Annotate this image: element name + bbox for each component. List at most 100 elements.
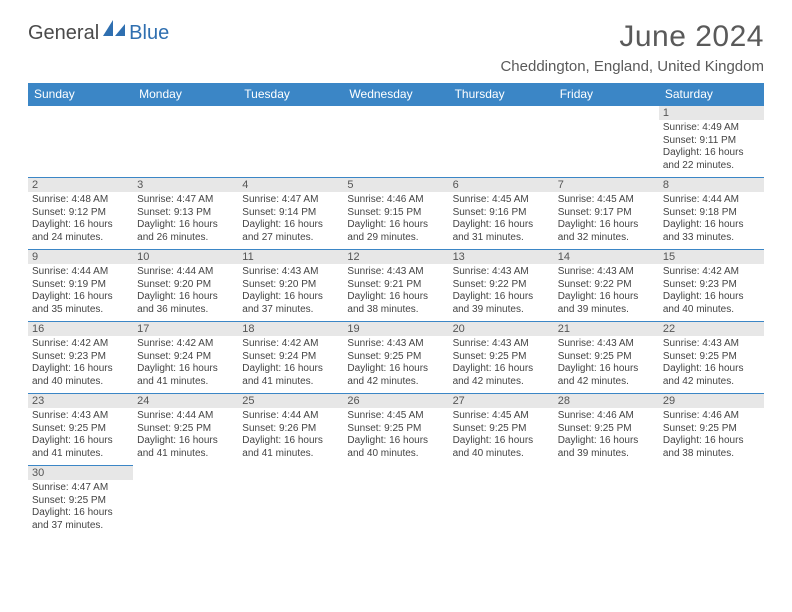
calendar-cell: 19Sunrise: 4:43 AMSunset: 9:25 PMDayligh… [343, 322, 448, 394]
daylight-line: Daylight: 16 hours and 37 minutes. [242, 291, 339, 316]
sunrise-line: Sunrise: 4:44 AM [137, 266, 234, 279]
sunset-line: Sunset: 9:25 PM [663, 423, 760, 436]
day-details: Sunrise: 4:46 AMSunset: 9:15 PMDaylight:… [343, 193, 448, 246]
sunset-line: Sunset: 9:23 PM [663, 279, 760, 292]
calendar-cell [554, 466, 659, 538]
calendar-cell: 13Sunrise: 4:43 AMSunset: 9:22 PMDayligh… [449, 250, 554, 322]
weekday-header: Tuesday [238, 83, 343, 106]
calendar-cell: 7Sunrise: 4:45 AMSunset: 9:17 PMDaylight… [554, 178, 659, 250]
calendar-cell [343, 466, 448, 538]
daylight-line: Daylight: 16 hours and 38 minutes. [663, 435, 760, 460]
day-number: 4 [238, 178, 343, 192]
calendar-cell: 6Sunrise: 4:45 AMSunset: 9:16 PMDaylight… [449, 178, 554, 250]
sunrise-line: Sunrise: 4:43 AM [347, 266, 444, 279]
day-details: Sunrise: 4:43 AMSunset: 9:25 PMDaylight:… [449, 337, 554, 390]
sunset-line: Sunset: 9:19 PM [32, 279, 129, 292]
sunrise-line: Sunrise: 4:49 AM [663, 122, 760, 135]
sunset-line: Sunset: 9:22 PM [558, 279, 655, 292]
sunrise-line: Sunrise: 4:42 AM [663, 266, 760, 279]
calendar-cell: 3Sunrise: 4:47 AMSunset: 9:13 PMDaylight… [133, 178, 238, 250]
calendar-cell: 8Sunrise: 4:44 AMSunset: 9:18 PMDaylight… [659, 178, 764, 250]
day-details: Sunrise: 4:47 AMSunset: 9:25 PMDaylight:… [28, 481, 133, 534]
daylight-line: Daylight: 16 hours and 40 minutes. [663, 291, 760, 316]
day-number: 9 [28, 250, 133, 264]
day-details: Sunrise: 4:46 AMSunset: 9:25 PMDaylight:… [554, 409, 659, 462]
day-number: 17 [133, 322, 238, 336]
sunrise-line: Sunrise: 4:47 AM [32, 482, 129, 495]
daylight-line: Daylight: 16 hours and 40 minutes. [32, 363, 129, 388]
day-details: Sunrise: 4:43 AMSunset: 9:22 PMDaylight:… [449, 265, 554, 318]
calendar-cell: 9Sunrise: 4:44 AMSunset: 9:19 PMDaylight… [28, 250, 133, 322]
sunrise-line: Sunrise: 4:43 AM [663, 338, 760, 351]
calendar-cell: 17Sunrise: 4:42 AMSunset: 9:24 PMDayligh… [133, 322, 238, 394]
sunset-line: Sunset: 9:25 PM [137, 423, 234, 436]
calendar-cell [238, 106, 343, 178]
day-details: Sunrise: 4:44 AMSunset: 9:18 PMDaylight:… [659, 193, 764, 246]
day-details: Sunrise: 4:43 AMSunset: 9:25 PMDaylight:… [659, 337, 764, 390]
calendar-cell [449, 106, 554, 178]
day-number: 1 [659, 106, 764, 120]
day-details: Sunrise: 4:44 AMSunset: 9:25 PMDaylight:… [133, 409, 238, 462]
day-number: 6 [449, 178, 554, 192]
daylight-line: Daylight: 16 hours and 24 minutes. [32, 219, 129, 244]
calendar-cell: 16Sunrise: 4:42 AMSunset: 9:23 PMDayligh… [28, 322, 133, 394]
sunset-line: Sunset: 9:25 PM [347, 423, 444, 436]
sunset-line: Sunset: 9:25 PM [663, 351, 760, 364]
sunrise-line: Sunrise: 4:44 AM [242, 410, 339, 423]
sunset-line: Sunset: 9:24 PM [242, 351, 339, 364]
day-number: 14 [554, 250, 659, 264]
calendar-cell: 1Sunrise: 4:49 AMSunset: 9:11 PMDaylight… [659, 106, 764, 178]
sunrise-line: Sunrise: 4:42 AM [137, 338, 234, 351]
logo-sail-icon [103, 20, 125, 41]
sunset-line: Sunset: 9:20 PM [242, 279, 339, 292]
calendar-cell: 4Sunrise: 4:47 AMSunset: 9:14 PMDaylight… [238, 178, 343, 250]
calendar-cell: 12Sunrise: 4:43 AMSunset: 9:21 PMDayligh… [343, 250, 448, 322]
day-details: Sunrise: 4:42 AMSunset: 9:24 PMDaylight:… [238, 337, 343, 390]
day-number: 29 [659, 394, 764, 408]
calendar-cell: 20Sunrise: 4:43 AMSunset: 9:25 PMDayligh… [449, 322, 554, 394]
day-number: 19 [343, 322, 448, 336]
calendar-cell [343, 106, 448, 178]
calendar-cell: 25Sunrise: 4:44 AMSunset: 9:26 PMDayligh… [238, 394, 343, 466]
day-details: Sunrise: 4:44 AMSunset: 9:19 PMDaylight:… [28, 265, 133, 318]
day-number: 7 [554, 178, 659, 192]
header: General Blue June 2024 Cheddington, Engl… [28, 20, 764, 75]
sunset-line: Sunset: 9:25 PM [453, 423, 550, 436]
calendar-cell: 28Sunrise: 4:46 AMSunset: 9:25 PMDayligh… [554, 394, 659, 466]
weekday-header: Friday [554, 83, 659, 106]
sunrise-line: Sunrise: 4:46 AM [663, 410, 760, 423]
sunset-line: Sunset: 9:17 PM [558, 207, 655, 220]
day-details: Sunrise: 4:47 AMSunset: 9:14 PMDaylight:… [238, 193, 343, 246]
calendar-cell: 22Sunrise: 4:43 AMSunset: 9:25 PMDayligh… [659, 322, 764, 394]
daylight-line: Daylight: 16 hours and 41 minutes. [137, 435, 234, 460]
calendar-cell: 21Sunrise: 4:43 AMSunset: 9:25 PMDayligh… [554, 322, 659, 394]
daylight-line: Daylight: 16 hours and 42 minutes. [453, 363, 550, 388]
sunrise-line: Sunrise: 4:45 AM [347, 410, 444, 423]
calendar-cell: 11Sunrise: 4:43 AMSunset: 9:20 PMDayligh… [238, 250, 343, 322]
calendar-cell: 30Sunrise: 4:47 AMSunset: 9:25 PMDayligh… [28, 466, 133, 538]
sunset-line: Sunset: 9:14 PM [242, 207, 339, 220]
day-number: 10 [133, 250, 238, 264]
sunrise-line: Sunrise: 4:43 AM [347, 338, 444, 351]
day-details: Sunrise: 4:45 AMSunset: 9:25 PMDaylight:… [343, 409, 448, 462]
day-number: 8 [659, 178, 764, 192]
daylight-line: Daylight: 16 hours and 36 minutes. [137, 291, 234, 316]
sunrise-line: Sunrise: 4:43 AM [32, 410, 129, 423]
day-details: Sunrise: 4:42 AMSunset: 9:23 PMDaylight:… [659, 265, 764, 318]
sunset-line: Sunset: 9:18 PM [663, 207, 760, 220]
day-number: 27 [449, 394, 554, 408]
sunrise-line: Sunrise: 4:45 AM [558, 194, 655, 207]
day-details: Sunrise: 4:43 AMSunset: 9:20 PMDaylight:… [238, 265, 343, 318]
calendar-cell: 10Sunrise: 4:44 AMSunset: 9:20 PMDayligh… [133, 250, 238, 322]
day-number: 2 [28, 178, 133, 192]
daylight-line: Daylight: 16 hours and 32 minutes. [558, 219, 655, 244]
sunset-line: Sunset: 9:25 PM [32, 423, 129, 436]
sunrise-line: Sunrise: 4:46 AM [347, 194, 444, 207]
sunset-line: Sunset: 9:23 PM [32, 351, 129, 364]
day-details: Sunrise: 4:45 AMSunset: 9:17 PMDaylight:… [554, 193, 659, 246]
daylight-line: Daylight: 16 hours and 41 minutes. [242, 363, 339, 388]
day-number: 13 [449, 250, 554, 264]
day-details: Sunrise: 4:46 AMSunset: 9:25 PMDaylight:… [659, 409, 764, 462]
calendar-cell: 23Sunrise: 4:43 AMSunset: 9:25 PMDayligh… [28, 394, 133, 466]
day-number: 3 [133, 178, 238, 192]
